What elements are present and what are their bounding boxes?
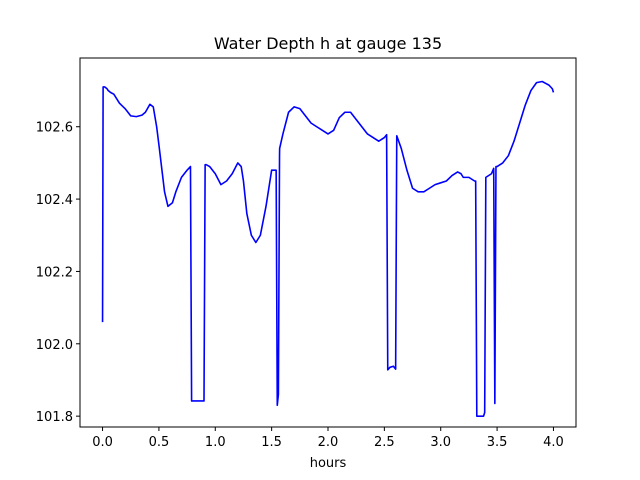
x-tick-label: 0.0	[92, 435, 113, 450]
x-axis: 0.0 0.5 1.0 1.5 2.0 2.5 3.0 3.5 4.0	[92, 427, 564, 450]
y-tick-label: 102.2	[36, 265, 73, 280]
y-axis: 101.8 102.0 102.2 102.4 102.6	[36, 121, 80, 425]
x-axis-label: hours	[310, 456, 347, 471]
x-tick-label: 1.5	[261, 435, 282, 450]
x-tick-label: 0.5	[149, 435, 170, 450]
x-tick-label: 1.0	[205, 435, 226, 450]
plot-area	[101, 80, 555, 417]
y-tick-label: 102.0	[36, 338, 73, 353]
chart-title: Water Depth h at gauge 135	[214, 34, 442, 53]
x-tick-label: 3.5	[487, 435, 508, 450]
y-tick-label: 102.6	[36, 121, 73, 136]
y-tick-label: 102.4	[36, 193, 73, 208]
series-line-0	[101, 80, 555, 417]
x-tick-label: 3.0	[430, 435, 451, 450]
x-tick-label: 4.0	[543, 435, 564, 450]
x-tick-label: 2.0	[318, 435, 339, 450]
x-tick-label: 2.5	[374, 435, 395, 450]
y-tick-label: 101.8	[36, 410, 73, 425]
